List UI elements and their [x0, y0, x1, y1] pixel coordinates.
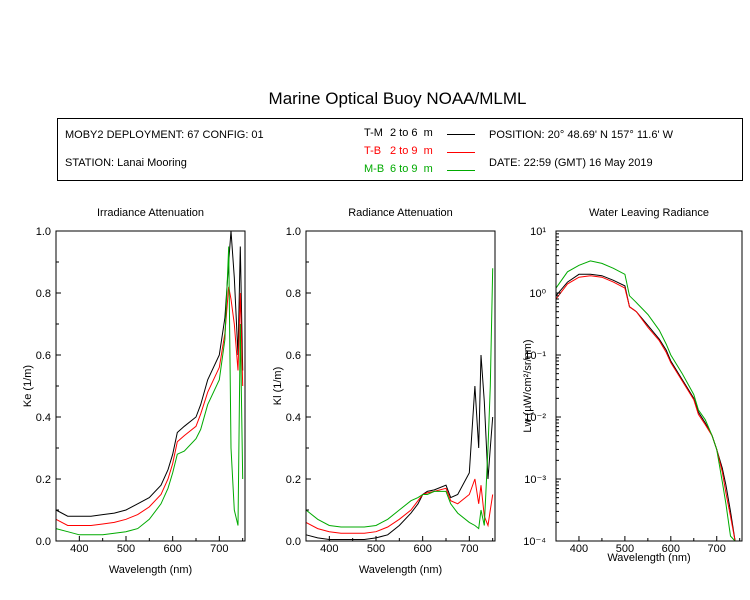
y-tick-label: 0.8 — [36, 288, 51, 300]
y-tick-label: 0.6 — [286, 350, 301, 362]
series-line-m-b — [555, 260, 736, 542]
legend-unit: m — [423, 163, 433, 175]
x-tick-label: 700 — [210, 543, 228, 555]
plot-frame — [305, 230, 496, 542]
y-tick-label: 10⁻⁴ — [523, 536, 546, 548]
x-tick-label: 700 — [460, 543, 478, 555]
y-tick-label: 1.0 — [286, 226, 301, 238]
legend-line — [447, 170, 475, 171]
y-tick-label: 1.0 — [36, 226, 51, 238]
legend-unit: m — [423, 145, 433, 157]
y-tick-label: 10⁻¹ — [524, 350, 546, 362]
x-tick-label: 600 — [662, 543, 680, 555]
legend-line — [447, 152, 475, 153]
series-line-t-m — [305, 354, 494, 540]
deployment-text: MOBY2 DEPLOYMENT: 67 CONFIG: 01 — [65, 129, 264, 141]
y-tick-label: 10⁻³ — [524, 474, 546, 486]
legend-code: T-M — [364, 127, 383, 139]
y-tick-label: 0.0 — [36, 536, 51, 548]
info-box: MOBY2 DEPLOYMENT: 67 CONFIG: 01 STATION:… — [57, 118, 743, 181]
x-tick-label: 500 — [616, 543, 634, 555]
x-tick-label: 400 — [570, 543, 588, 555]
series-line-m-b — [305, 268, 494, 530]
legend-code: M-B — [364, 163, 385, 175]
series-line-t-b — [305, 478, 494, 534]
y-tick-label: 0.6 — [36, 350, 51, 362]
y-axis-label: Ke (1/m) — [22, 365, 34, 407]
x-tick-label: 600 — [163, 543, 181, 555]
y-tick-label: 0.4 — [286, 412, 301, 424]
x-tick-label: 700 — [708, 543, 726, 555]
legend-range: 2 to 6 — [390, 127, 418, 139]
x-tick-label: 400 — [320, 543, 338, 555]
y-tick-label: 0.2 — [286, 474, 301, 486]
chart-panel: Radiance Attenuation 400 500 600 700 0.0 0.2 0.… — [272, 207, 496, 576]
x-tick-label: 400 — [70, 543, 88, 555]
x-axis-label: Wavelength (nm) — [359, 564, 442, 576]
x-tick-label: 500 — [367, 543, 385, 555]
legend-range: 6 to 9 — [390, 163, 418, 175]
y-tick-label: 0.2 — [36, 474, 51, 486]
plot-frame — [555, 230, 743, 542]
legend-range: 2 to 9 — [390, 145, 418, 157]
chart-title: Water Leaving Radiance — [589, 207, 709, 219]
legend-code: T-B — [364, 145, 382, 157]
station-text: STATION: Lanai Mooring — [65, 157, 187, 169]
y-tick-label: 0.8 — [286, 288, 301, 300]
series-line-t-m — [55, 230, 244, 517]
y-tick-label: 10¹ — [530, 226, 546, 238]
page-title: Marine Optical Buoy NOAA/MLML — [268, 89, 527, 108]
date-text: DATE: 22:59 (GMT) 16 May 2019 — [489, 157, 653, 169]
chart-title: Radiance Attenuation — [348, 207, 453, 219]
legend-line — [447, 134, 475, 135]
y-axis-label: Kl (1/m) — [272, 367, 284, 406]
x-axis-label: Wavelength (nm) — [607, 552, 690, 564]
y-axis-label: Lw (µW/cm²/sr/nm) — [522, 339, 534, 432]
chart-title: Irradiance Attenuation — [97, 207, 204, 219]
x-axis-label: Wavelength (nm) — [109, 564, 192, 576]
chart-panel: Irradiance Attenuation 400 500 600 700 0.0 0.2… — [22, 207, 246, 576]
x-tick-label: 500 — [117, 543, 135, 555]
legend-entry-m-b: M-B 6 to 9 m — [364, 163, 475, 175]
legend-entry-t-m: T-M 2 to 6 m — [364, 127, 475, 139]
y-tick-label: 10⁰ — [529, 288, 546, 300]
legend-unit: m — [423, 127, 433, 139]
legend-entry-t-b: T-B 2 to 9 m — [364, 145, 475, 157]
series-line-m-b — [55, 246, 244, 536]
x-tick-label: 600 — [413, 543, 431, 555]
series-line-t-b — [555, 275, 736, 542]
chart-panel: Water Leaving Radiance 400 500 600 700 10⁻⁴ 10… — [522, 207, 743, 564]
series-line-t-m — [555, 273, 736, 542]
y-tick-label: 0.4 — [36, 412, 51, 424]
position-text: POSITION: 20° 48.69' N 157° 11.6' W — [489, 129, 673, 141]
series-line-t-b — [55, 286, 244, 526]
y-tick-label: 0.0 — [286, 536, 301, 548]
y-tick-label: 10⁻² — [524, 412, 546, 424]
